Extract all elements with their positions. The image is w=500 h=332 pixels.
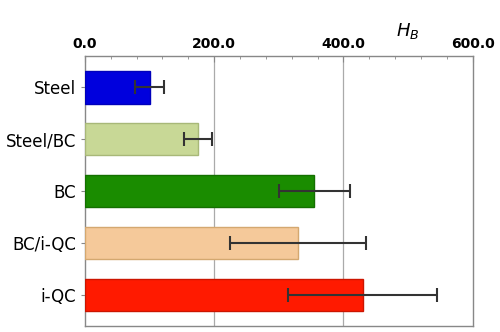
Bar <box>85 71 150 104</box>
Text: $H_B$: $H_B$ <box>396 21 419 42</box>
Bar <box>85 227 298 259</box>
Bar <box>85 123 198 155</box>
Bar <box>85 279 362 311</box>
Bar <box>85 175 314 208</box>
